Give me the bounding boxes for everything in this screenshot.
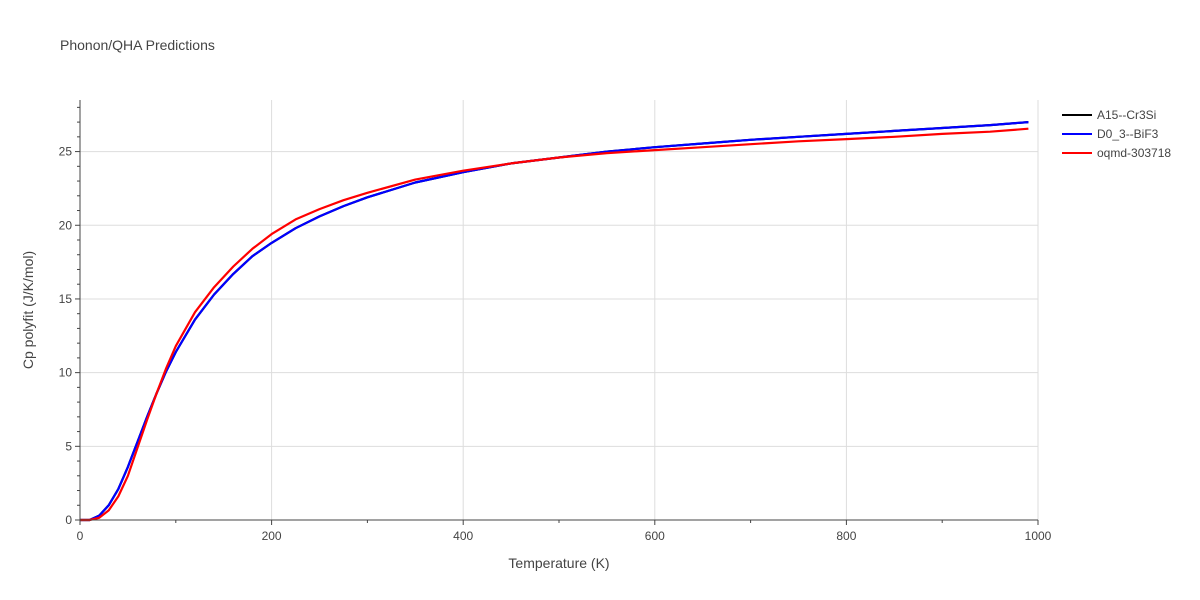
x-tick-label: 800 <box>836 529 856 543</box>
y-tick-label: 20 <box>59 218 73 232</box>
y-tick-label: 10 <box>59 366 73 380</box>
legend-label: oqmd-303718 <box>1097 146 1171 160</box>
y-axis-title: Cp polyfit (J/K/mol) <box>20 251 36 369</box>
series-line-1 <box>80 121 1029 522</box>
series-line-2 <box>80 121 1029 522</box>
y-tick-label: 15 <box>59 292 73 306</box>
series-layer <box>80 121 1029 522</box>
legend-item-3[interactable]: oqmd-303718 <box>1062 146 1171 160</box>
x-axis-title: Temperature (K) <box>508 555 609 571</box>
legend-item-2[interactable]: D0_3--BiF3 <box>1062 127 1159 141</box>
x-tick-label: 0 <box>77 529 84 543</box>
legend-item-1[interactable]: A15--Cr3Si <box>1062 108 1156 122</box>
chart-title: Phonon/QHA Predictions <box>60 37 215 53</box>
y-tick-label: 25 <box>59 145 73 159</box>
axes: 0 200 400 600 800 1000 0 5 10 15 20 25 <box>59 100 1052 543</box>
legend[interactable]: A15--Cr3Si D0_3--BiF3 oqmd-303718 <box>1062 108 1171 160</box>
x-tick-label: 400 <box>453 529 473 543</box>
legend-label: D0_3--BiF3 <box>1097 127 1159 141</box>
y-tick-label: 5 <box>65 439 72 453</box>
series-line-3 <box>80 127 1029 522</box>
grid-lines <box>80 100 1039 520</box>
x-tick-label: 200 <box>262 529 282 543</box>
legend-label: A15--Cr3Si <box>1097 108 1156 122</box>
y-tick-label: 0 <box>65 513 72 527</box>
x-tick-label: 600 <box>645 529 665 543</box>
x-tick-label: 1000 <box>1025 529 1052 543</box>
